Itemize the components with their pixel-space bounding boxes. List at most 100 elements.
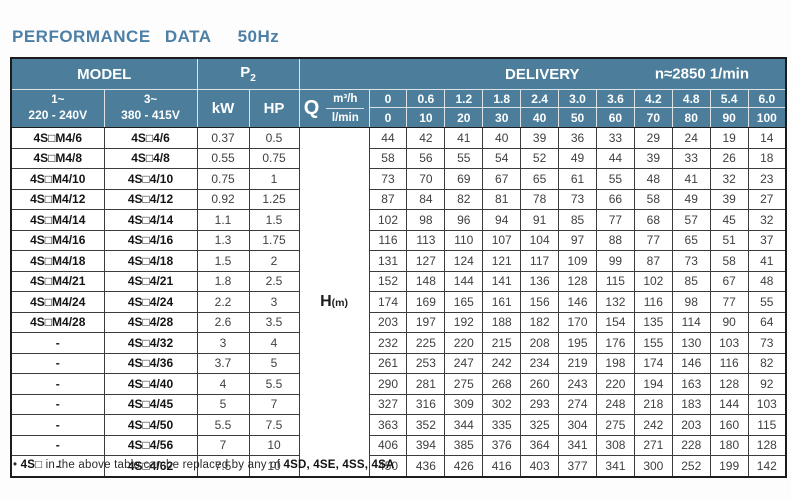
head-value-cell: 91 [520,209,560,231]
head-value-cell: 308 [595,434,635,456]
column-header-kw: kW [196,89,250,128]
table-row: -4S□4/32 3 4 232 225 220 215 208 195 176 155 130 103… [10,332,787,354]
model-3phase-cell: 4S□4/56 [103,434,198,456]
flow-m3h-cell: 5.4 [709,88,749,109]
flow-lmin-cell: 0 [368,107,408,128]
head-value-cell: 116 [368,229,408,251]
head-value-cell: 127 [406,250,446,272]
head-value-cell: 39 [709,188,749,210]
head-symbol: H [320,292,332,310]
head-value-cell: 49 [558,147,597,169]
flow-m3h-cell: 2.4 [520,88,560,109]
head-value-cell: 376 [482,434,522,456]
head-value-cell: 268 [482,373,522,395]
hp-value-cell: 10 [248,455,300,477]
hp-value-cell: 4 [248,332,300,354]
head-value-cell: 300 [633,455,673,477]
head-value-cell: 316 [406,393,446,415]
head-value-cell: 130 [671,332,711,354]
head-value-cell: 102 [368,209,408,231]
column-header-hp: HP [248,89,300,128]
head-value-cell: 219 [558,352,597,374]
model-1phase-cell: - [10,393,105,415]
q-unit-lmin: l/min [331,112,359,124]
model-1phase-cell: 4S□M4/14 [10,209,105,231]
head-value-cell: 352 [406,414,446,436]
head-value-cell: 98 [671,291,711,313]
hp-value-cell: 1.75 [248,229,300,251]
head-value-cell: 58 [709,250,749,272]
head-unit-cell: H(m) [298,127,370,477]
head-value-cell: 44 [368,127,408,149]
flow-lmin-cell: 80 [671,107,711,128]
kw-value-cell: 2.6 [196,311,250,333]
head-value-cell: 51 [709,229,749,251]
q-unit-m3h: m³/h [326,91,365,109]
table-row: 4S□M4/18 4S□4/18 1.5 2 131 127 124 121 117 109 99 8… [10,250,787,272]
head-value-cell: 253 [406,352,446,374]
head-value-cell: 170 [558,311,597,333]
kw-value-cell: 1.8 [196,270,250,292]
flow-m3h-cell: 6.0 [747,88,787,109]
head-value-cell: 136 [520,270,560,292]
flow-m3h-cell: 1.8 [482,88,522,109]
head-value-cell: 156 [520,291,560,313]
head-value-cell: 52 [520,147,560,169]
head-value-cell: 394 [406,434,446,456]
p2-group-header: P2 [196,57,300,90]
table-row: -4S□4/40 4 5.5 290 281 275 268 260 243 220 194 163 1… [10,373,787,395]
head-value-cell: 36 [558,127,597,149]
head-value-cell: 45 [709,209,749,231]
head-value-cell: 73 [558,188,597,210]
head-value-cell: 18 [747,147,787,169]
head-value-cell: 55 [747,291,787,313]
head-value-cell: 96 [444,209,484,231]
head-value-cell: 116 [709,352,749,374]
model-3phase-cell: 4S□4/16 [103,229,198,251]
head-value-cell: 403 [520,455,560,477]
head-value-cell: 161 [482,291,522,313]
head-value-cell: 243 [558,373,597,395]
head-value-cell: 97 [558,229,597,251]
head-value-cell: 152 [368,270,408,292]
head-value-cell: 436 [406,455,446,477]
head-value-cell: 260 [520,373,560,395]
model-3phase-cell: 4S□4/62 [103,455,198,477]
model-1phase-cell: - [10,352,105,374]
flow-lmin-cell: 100 [747,107,787,128]
model-3phase-cell: 4S□4/50 [103,414,198,436]
head-unit: (m) [331,296,348,309]
head-value-cell: 23 [747,168,787,190]
flow-lmin-cell: 20 [444,107,484,128]
model-3phase-cell: 4S□4/6 [103,127,198,149]
footnote-bullet: • [13,459,18,471]
kw-value-cell: 1.5 [196,250,250,272]
flow-m3h-cell: 3.6 [595,88,635,109]
column-header-3phase: 3~ 380 - 415V [103,89,198,128]
hp-value-cell: 0.75 [248,147,300,169]
head-value-cell: 128 [747,434,787,456]
q-units: m³/h l/min [326,91,365,127]
head-value-cell: 220 [444,332,484,354]
head-value-cell: 198 [595,352,635,374]
head-value-cell: 195 [558,332,597,354]
model-3phase-cell: 4S□4/32 [103,332,198,354]
head-value-cell: 73 [747,332,787,354]
hp-value-cell: 3.5 [248,311,300,333]
head-value-cell: 109 [558,250,597,272]
delivery-group-header: DELIVERY n≈2850 1/min [298,57,787,90]
head-value-cell: 32 [747,209,787,231]
kw-value-cell: 0.37 [196,127,250,149]
head-value-cell: 117 [520,250,560,272]
head-value-cell: 33 [595,127,635,149]
head-value-cell: 363 [368,414,408,436]
head-value-cell: 55 [444,147,484,169]
head-value-cell: 41 [747,250,787,272]
head-value-cell: 215 [482,332,522,354]
kw-value-cell: 5 [196,393,250,415]
model-1phase-cell: 4S□M4/18 [10,250,105,272]
head-value-cell: 377 [558,455,597,477]
head-value-cell: 29 [633,127,673,149]
head-value-cell: 128 [558,270,597,292]
head-value-cell: 344 [444,414,484,436]
